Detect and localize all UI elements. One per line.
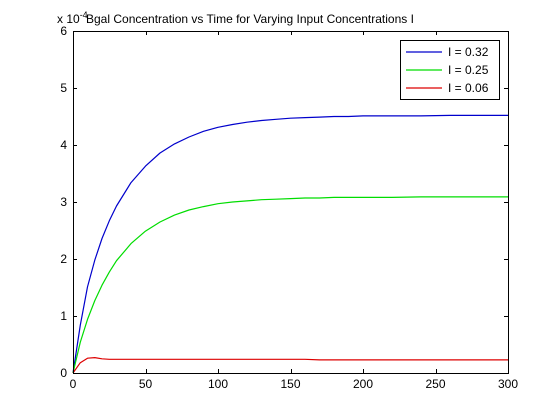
- x-tick-label: 200: [353, 377, 373, 391]
- x-tick-label: 150: [280, 377, 300, 391]
- series-layer: [72, 114, 508, 374]
- y-tick-label: 4: [60, 138, 67, 152]
- series-line-3: [72, 357, 508, 374]
- legend-label: I = 0.32: [448, 45, 489, 59]
- series-line-2: [72, 196, 508, 374]
- x-tick-label: 0: [70, 377, 77, 391]
- y-tick-label: 1: [60, 309, 67, 323]
- y-tick-label: 6: [60, 24, 67, 38]
- y-tick-label: 0: [60, 366, 67, 380]
- legend-label: I = 0.25: [448, 63, 489, 77]
- y-tick-label: 5: [60, 81, 67, 95]
- y-tick-label: 3: [60, 195, 67, 209]
- y-tick-label: 2: [60, 252, 67, 266]
- ticks-layer: 0 50 100 150 200 250 300 0 1 2 3 4 5 6: [60, 24, 518, 391]
- x-tick-label: 50: [139, 377, 153, 391]
- x-tick-label: 250: [425, 377, 445, 391]
- legend: I = 0.32 I = 0.25 I = 0.06: [400, 40, 500, 100]
- chart-title: Bgal Concentration vs Time for Varying I…: [86, 12, 414, 26]
- exponent-base: x 10: [57, 12, 80, 26]
- axis-exponent-label: x 10-4: [57, 10, 88, 26]
- exponent-power: -4: [80, 10, 88, 20]
- x-tick-label: 300: [498, 377, 518, 391]
- series-line-1: [72, 114, 508, 374]
- x-tick-label: 100: [208, 377, 228, 391]
- legend-label: I = 0.06: [448, 81, 489, 95]
